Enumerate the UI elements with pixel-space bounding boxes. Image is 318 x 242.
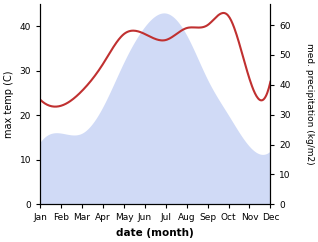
X-axis label: date (month): date (month) xyxy=(116,228,194,238)
Y-axis label: med. precipitation (kg/m2): med. precipitation (kg/m2) xyxy=(305,43,314,165)
Y-axis label: max temp (C): max temp (C) xyxy=(4,70,14,138)
